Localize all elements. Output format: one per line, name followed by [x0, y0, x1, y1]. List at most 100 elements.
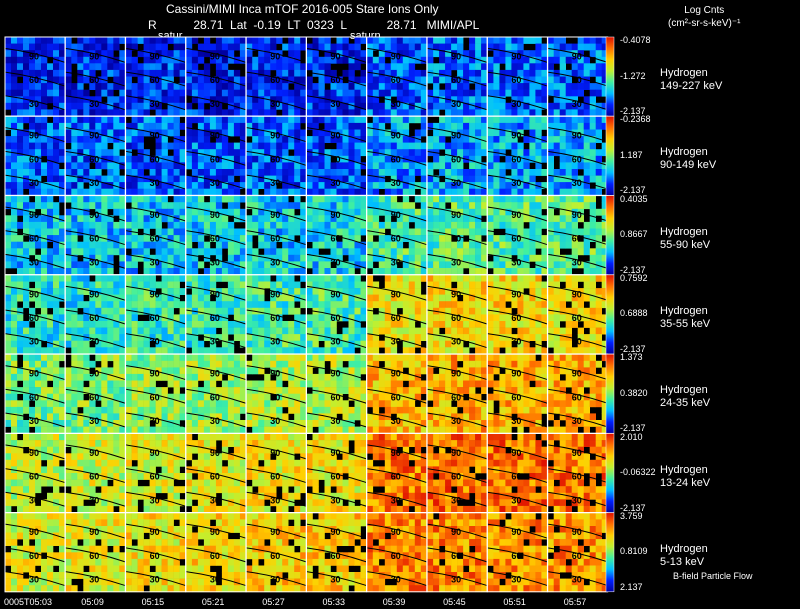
heatmap-cell	[209, 43, 217, 51]
heatmap-cell	[300, 76, 307, 84]
latitude-label: 60	[89, 75, 99, 85]
heatmap-cell	[330, 221, 337, 229]
heatmap-cell	[131, 354, 138, 362]
heatmap-cell	[77, 136, 84, 143]
heatmap-cell	[221, 43, 229, 51]
heatmap-cell	[41, 96, 48, 104]
latitude-label: 90	[451, 51, 461, 61]
heatmap-cell	[457, 116, 464, 124]
heatmap-cell	[487, 248, 494, 256]
heatmap-cell	[342, 136, 349, 143]
heatmap-cell	[348, 268, 355, 275]
heatmap-cell	[427, 248, 434, 256]
heatmap-cell	[420, 149, 428, 157]
heatmap-cell	[312, 83, 319, 90]
heatmap-cell	[505, 202, 512, 210]
heatmap-cell	[535, 155, 542, 163]
latitude-contour	[246, 150, 307, 166]
heatmap-cell	[390, 89, 398, 97]
heatmap-cell	[173, 96, 180, 104]
heatmap-cell	[445, 162, 452, 170]
heatmap-cell	[318, 175, 325, 183]
heatmap-cell	[270, 301, 277, 309]
heatmap-cell	[457, 56, 464, 64]
heatmap-cell	[149, 116, 156, 124]
latitude-contour	[65, 365, 126, 381]
heatmap-cell	[59, 387, 66, 394]
heatmap-cell	[11, 63, 18, 71]
heatmap-cell	[23, 149, 30, 157]
heatmap-cell	[535, 235, 542, 242]
latitude-label: 90	[572, 131, 582, 141]
heatmap-cell	[565, 261, 572, 269]
heatmap-cell	[457, 129, 464, 137]
heatmap-cell	[517, 314, 524, 322]
heatmap-cell	[258, 221, 265, 229]
heatmap-cell	[23, 380, 30, 388]
heatmap-cell	[227, 202, 235, 210]
heatmap-cell	[246, 162, 253, 170]
heatmap-cell	[433, 155, 440, 163]
heatmap-cell	[523, 321, 530, 328]
heatmap-cell	[439, 63, 446, 71]
heatmap-cell	[535, 50, 542, 58]
latitude-label: 90	[511, 210, 521, 220]
heatmap-cell	[77, 221, 84, 229]
heatmap-cell	[173, 208, 180, 216]
heatmap-cell	[294, 221, 301, 229]
heatmap-cell	[348, 202, 355, 210]
latitude-contour	[185, 174, 247, 190]
heatmap-cell	[288, 182, 295, 189]
heatmap-cell	[469, 142, 476, 150]
heatmap-cell	[433, 188, 440, 196]
heatmap-cell	[511, 76, 518, 84]
heatmap-cell	[583, 169, 590, 176]
heatmap-cell	[348, 96, 355, 104]
heatmap-cell	[565, 122, 572, 130]
heatmap-cell	[427, 109, 434, 117]
heatmap-cell	[312, 109, 319, 117]
heatmap-cell	[11, 347, 18, 355]
heatmap-cell	[113, 235, 120, 242]
heatmap-cell	[59, 294, 66, 302]
heatmap-cell	[402, 63, 410, 71]
heatmap-cell	[372, 241, 380, 249]
heatmap-cell	[318, 69, 325, 77]
heatmap-cell	[517, 307, 524, 315]
heatmap-cell	[366, 228, 374, 236]
heatmap-cell	[203, 188, 211, 196]
heatmap-cell	[451, 109, 458, 117]
heatmap-cell	[65, 221, 72, 229]
heatmap-cell	[191, 268, 199, 275]
heatmap-cell	[77, 162, 84, 170]
heatmap-cell	[191, 334, 199, 341]
heatmap-cell	[427, 208, 434, 216]
heatmap-cell	[300, 83, 307, 90]
heatmap-cell	[336, 208, 343, 216]
heatmap-cell	[336, 102, 343, 110]
heatmap-cell	[107, 43, 114, 51]
heatmap-cell	[119, 50, 126, 58]
heatmap-cell	[427, 96, 434, 104]
heatmap-cell	[300, 221, 307, 229]
heatmap-cell	[71, 116, 78, 124]
latitude-contour	[487, 47, 548, 63]
heatmap-cell	[360, 254, 367, 262]
heatmap-cell	[23, 37, 30, 44]
heatmap-cell	[384, 169, 392, 176]
heatmap-cell	[414, 294, 422, 302]
heatmap-cell	[390, 76, 398, 84]
heatmap-cell	[143, 228, 150, 236]
heatmap-cell	[529, 208, 536, 216]
heatmap-cell	[390, 221, 398, 229]
heatmap-cell	[233, 188, 241, 196]
heatmap-cell	[384, 241, 392, 249]
heatmap-cell	[5, 221, 12, 229]
heatmap-cell	[197, 261, 205, 269]
heatmap-cell	[595, 321, 602, 328]
heatmap-cell	[342, 307, 349, 315]
heatmap-cell	[463, 248, 470, 256]
